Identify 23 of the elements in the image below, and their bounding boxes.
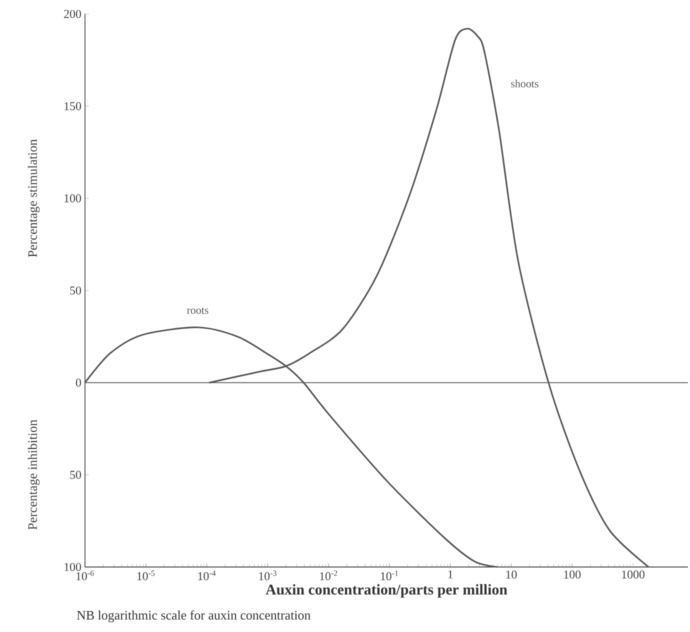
text: Percentage inhibition [28,420,40,530]
text: NB logarithmic scale for auxin concentration [76,610,311,622]
y-tick-label: 200 [64,10,82,18]
x-tick-label: 10$^{-1}$ [380,570,398,580]
y-tick-label: 50 [70,286,82,295]
x-tick-label: 10$^{-5}$ [137,570,155,580]
x-tick-label: 100 [564,570,581,579]
y-tick-label: 50 [70,470,82,479]
y-tick-label: 100 [64,562,82,572]
x-tick-label: 10 [506,570,517,579]
y-tick-label: 150 [64,102,82,110]
x-tick-label: 10$^{-3}$ [259,570,276,580]
x-tick-label: 10$^{-2}$ [320,570,338,580]
y-tick-label: 100 [64,194,82,202]
x-tick-label: 1 [448,570,453,578]
series-label: shoots [511,80,538,88]
series-label: roots [186,308,208,314]
y-axis-title: Percentage stimulation [28,139,40,258]
y-tick-label: 0 [76,378,82,387]
x-tick-label: 10$^{-4}$ [198,570,216,580]
x-axis-title: Auxin concentration/parts per million [266,584,508,598]
x-tick-label: 10$^{-6}$ [76,570,94,580]
x-tick-label: 1000 [622,570,645,579]
